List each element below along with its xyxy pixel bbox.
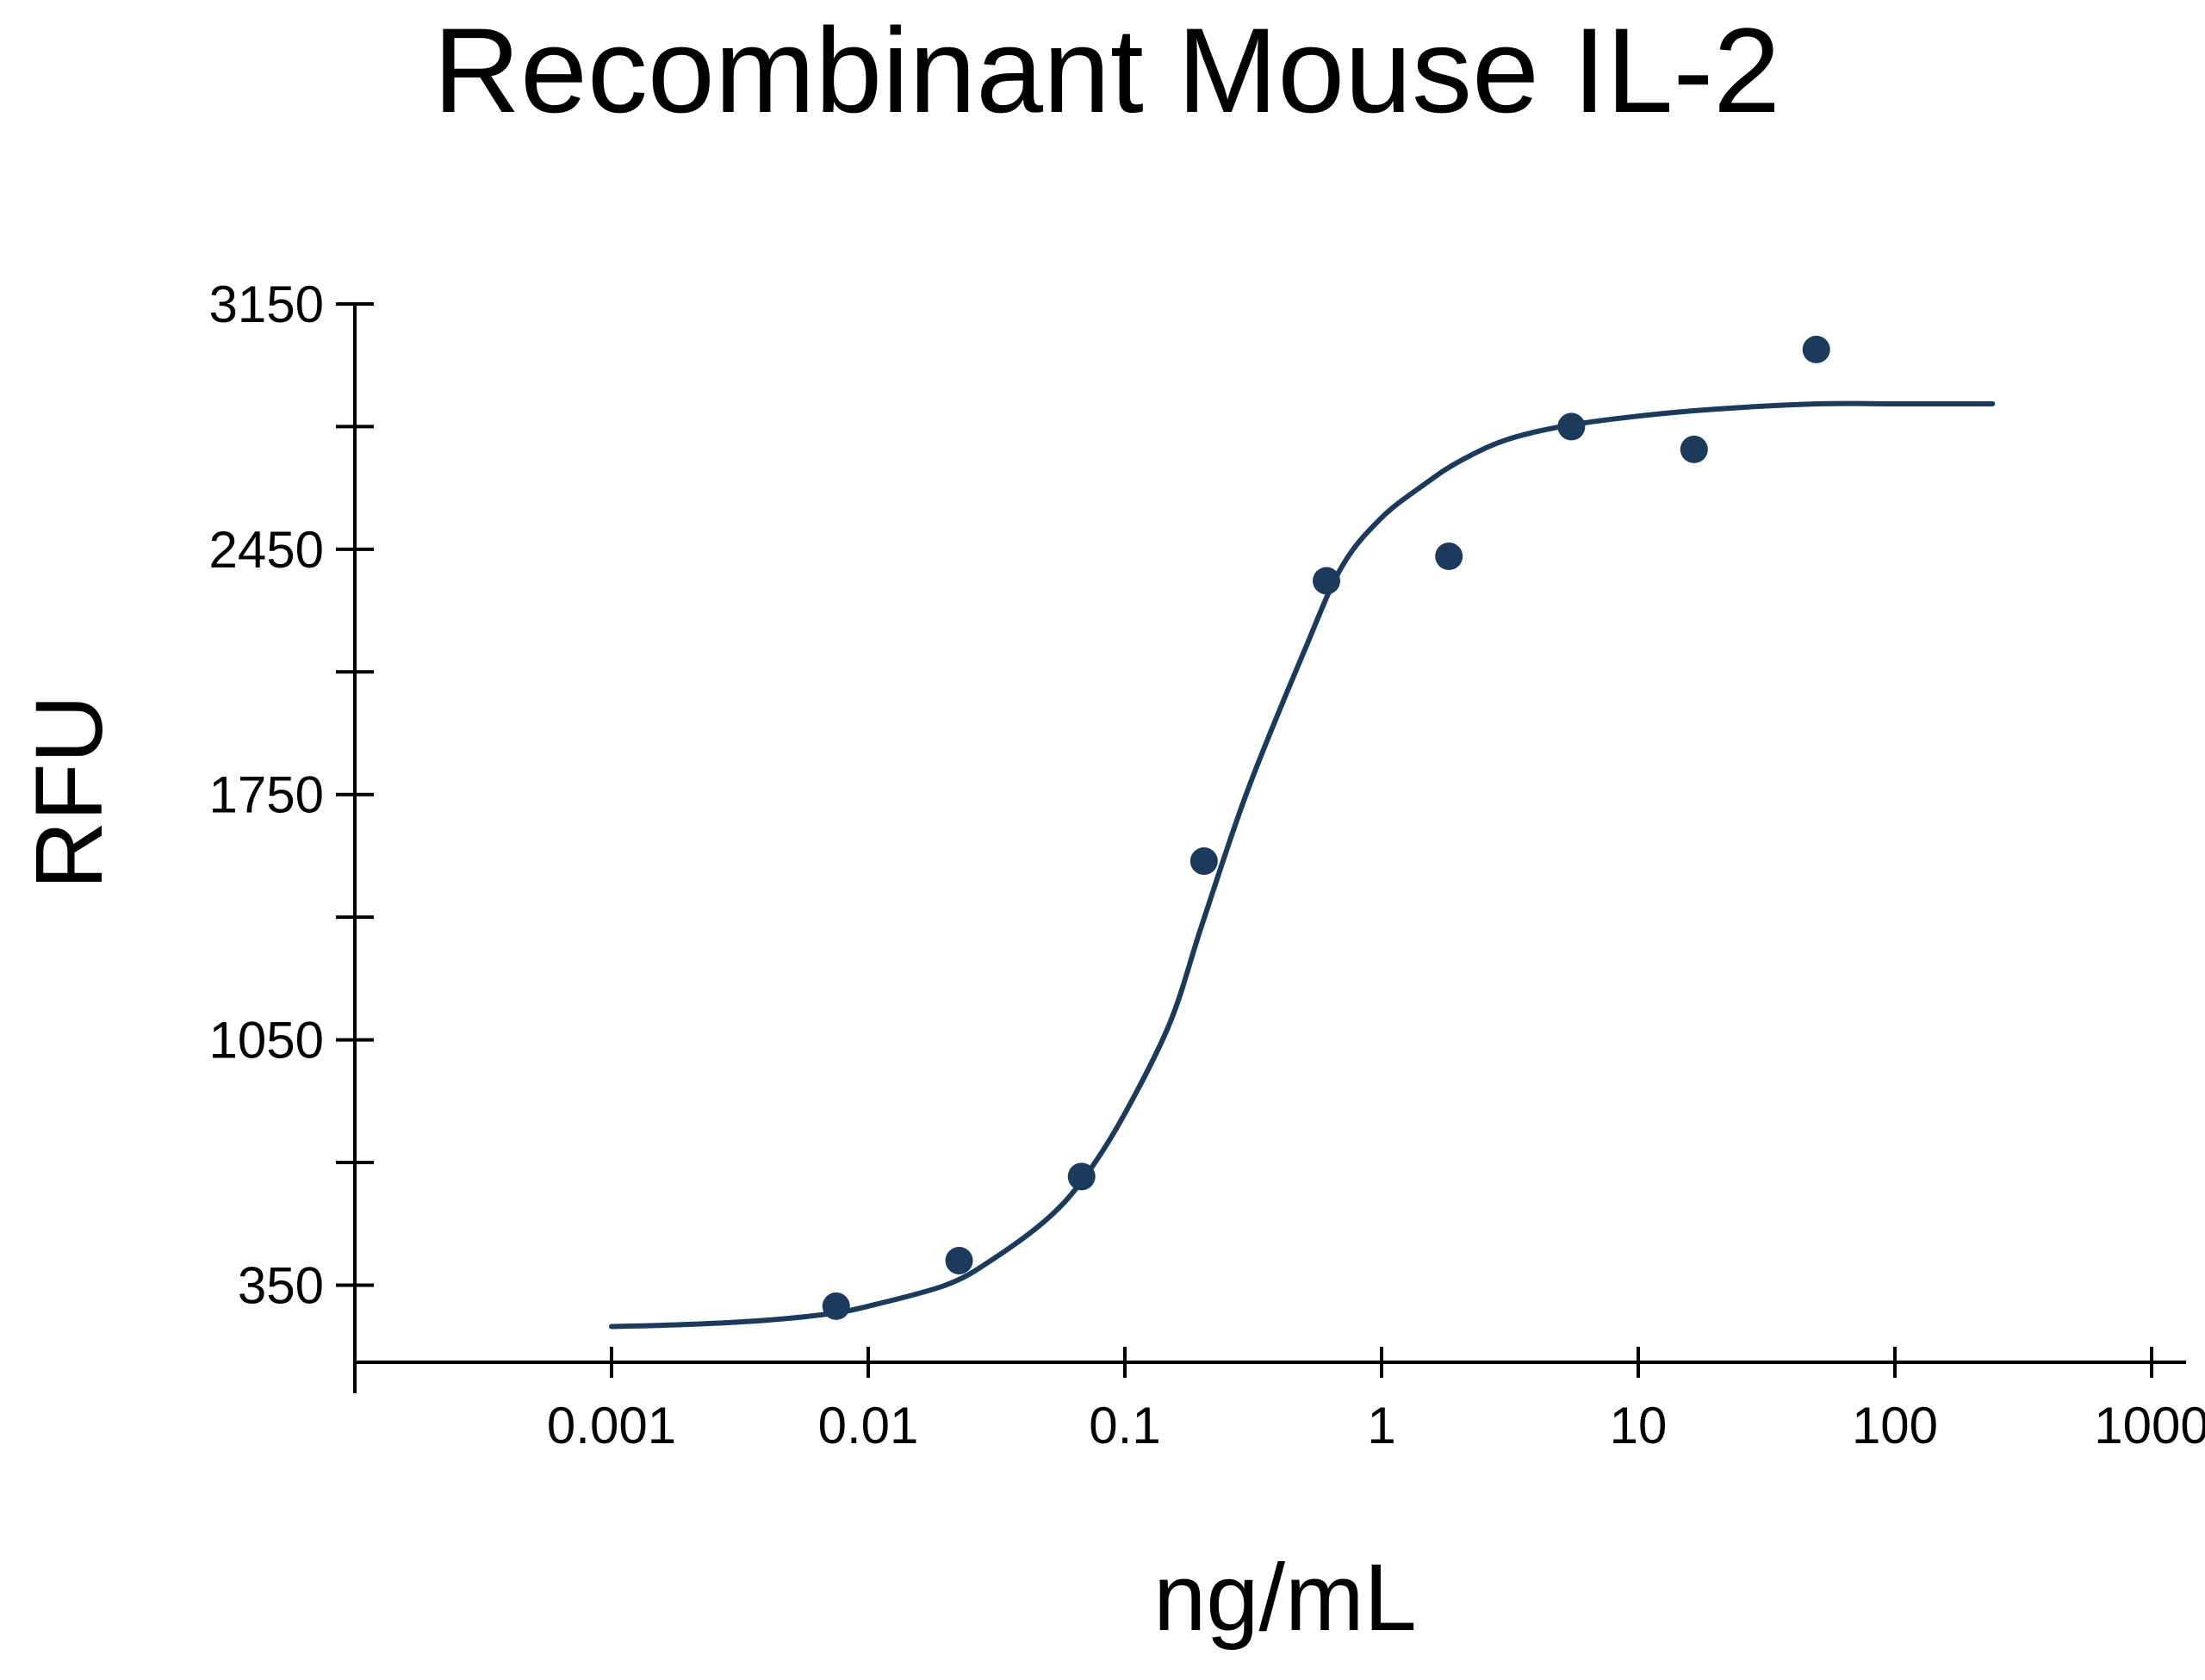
fit-curve-group: [609, 400, 1996, 1330]
data-point-6: [1557, 412, 1586, 441]
data-point-0: [822, 1292, 850, 1320]
data-point-7: [1680, 435, 1708, 463]
x-tick-label-3: 0.1: [1089, 1397, 1160, 1454]
y-tick-label-2: 1050: [209, 1012, 324, 1069]
x-tick-label-5: 10: [1610, 1397, 1668, 1454]
data-point-5: [1435, 542, 1463, 571]
y-tick-label-6: 2450: [209, 521, 324, 579]
chart-title: Recombinant Mouse IL-2: [433, 3, 1780, 138]
y-tick-label-4: 1750: [209, 766, 324, 824]
x-tick-label-2: 0.01: [818, 1397, 919, 1454]
data-point-8: [1802, 335, 1830, 363]
x-tick-label-4: 1: [1367, 1397, 1395, 1454]
data-point-2: [1067, 1162, 1096, 1191]
x-axis-label: ng/mL: [1153, 1545, 1417, 1651]
y-axis-label: RFU: [16, 695, 122, 890]
data-points-group: [822, 335, 1830, 1320]
data-point-4: [1313, 567, 1341, 595]
y-tick-label-0: 350: [238, 1256, 324, 1314]
fit-curve: [609, 400, 1996, 1330]
axes-group: 0.001 0.01 0.1 1 10 100 1000 350 1050 1750 2450 315…: [209, 276, 2205, 1454]
x-tick-label-7: 1000: [2094, 1397, 2205, 1454]
x-tick-label-1: 0.001: [547, 1397, 676, 1454]
y-tick-label-8: 3150: [209, 276, 324, 333]
x-tick-label-6: 100: [1852, 1397, 1938, 1454]
data-point-1: [945, 1246, 973, 1274]
data-point-3: [1189, 847, 1218, 876]
